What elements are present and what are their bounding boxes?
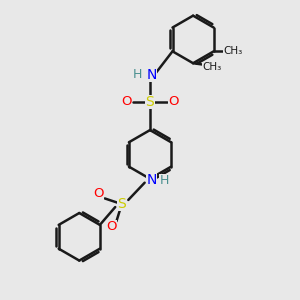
Text: O: O <box>107 220 117 233</box>
Text: S: S <box>146 95 154 109</box>
Text: N: N <box>146 173 157 187</box>
Text: O: O <box>94 188 104 200</box>
Text: S: S <box>117 197 126 211</box>
Text: H: H <box>133 68 142 81</box>
Text: N: N <box>146 68 157 82</box>
Text: CH₃: CH₃ <box>202 62 221 72</box>
Text: CH₃: CH₃ <box>224 46 243 56</box>
Text: H: H <box>160 174 169 188</box>
Text: O: O <box>168 95 178 108</box>
Text: O: O <box>122 95 132 108</box>
